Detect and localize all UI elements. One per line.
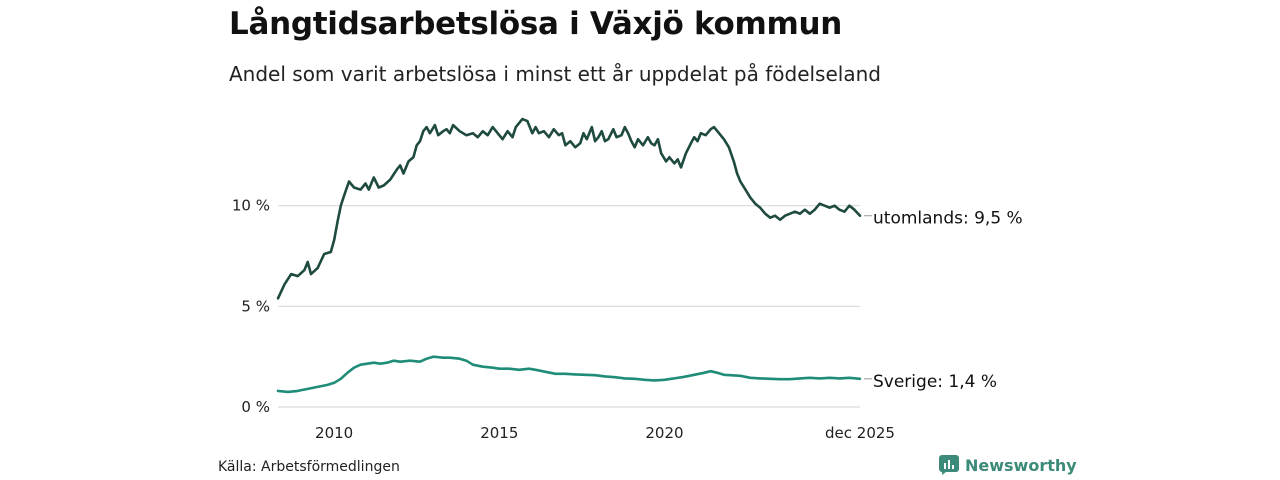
x-tick-label: 2020 xyxy=(645,424,683,442)
x-tick-label: dec 2025 xyxy=(825,424,895,442)
y-tick-label: 10 % xyxy=(232,197,270,215)
end-label-utomlands: utomlands: 9,5 % xyxy=(873,209,1023,229)
x-tick-label: 2010 xyxy=(315,424,353,442)
chart-title: Långtidsarbetslösa i Växjö kommun xyxy=(229,6,843,42)
source-note: Källa: Arbetsförmedlingen xyxy=(218,459,400,475)
y-tick-label: 0 % xyxy=(241,398,270,416)
brand-name: Newsworthy xyxy=(965,455,1077,475)
y-tick-label: 5 % xyxy=(241,297,270,315)
series-line-utomlands xyxy=(276,117,862,300)
series-line-sverige xyxy=(276,355,862,394)
newsworthy-logo-icon xyxy=(939,455,959,475)
end-label-sverige: Sverige: 1,4 % xyxy=(873,372,997,392)
x-tick-label: 2015 xyxy=(480,424,518,442)
chart-subtitle: Andel som varit arbetslösa i minst ett å… xyxy=(229,62,881,86)
brand: Newsworthy xyxy=(939,455,1077,475)
